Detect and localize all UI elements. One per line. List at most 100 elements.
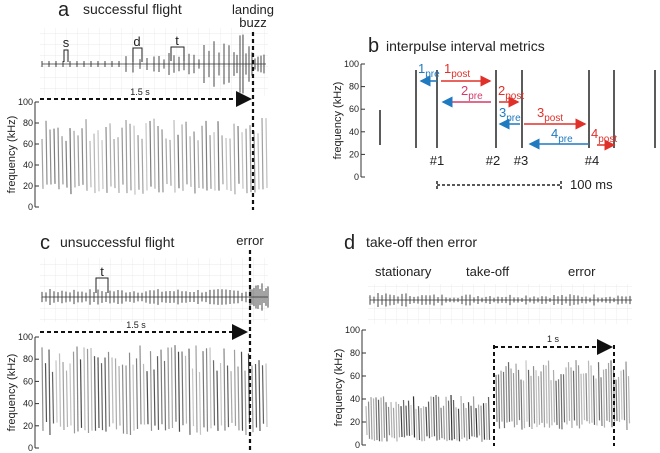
call — [65, 370, 69, 427]
call — [44, 363, 48, 423]
call — [627, 376, 631, 424]
call — [202, 351, 205, 428]
interval-label: 2post — [498, 83, 524, 102]
interval-number: 1 — [418, 61, 425, 76]
tick-label: 40 — [350, 394, 360, 404]
call — [97, 357, 100, 429]
call — [185, 121, 188, 185]
call — [432, 396, 436, 437]
call — [465, 407, 468, 441]
call — [395, 401, 398, 442]
call — [577, 365, 581, 429]
call — [233, 123, 236, 195]
call — [100, 363, 104, 431]
tick-label: 40 — [349, 127, 359, 137]
call — [146, 371, 149, 425]
call — [219, 362, 223, 426]
call — [230, 371, 233, 423]
call — [86, 348, 90, 434]
call — [575, 360, 578, 426]
call — [237, 126, 240, 184]
call — [132, 364, 135, 431]
call — [447, 400, 451, 441]
interval-subscript: pre — [558, 134, 573, 145]
call — [241, 132, 244, 189]
event-label: buzz — [239, 15, 266, 30]
call — [412, 396, 416, 438]
tick-label: 0 — [355, 440, 360, 450]
call — [167, 347, 170, 429]
call — [245, 128, 248, 194]
call — [540, 371, 543, 423]
call — [520, 379, 523, 430]
call — [157, 125, 160, 193]
call — [475, 408, 478, 438]
call — [221, 135, 224, 185]
call — [512, 373, 516, 428]
call — [240, 351, 244, 431]
tick-label: 20 — [23, 181, 33, 191]
pulse-label: #4 — [585, 153, 599, 168]
call — [487, 396, 491, 440]
call — [590, 365, 593, 423]
waveform — [41, 34, 266, 94]
tick-label: 40 — [23, 399, 33, 409]
interval-label: 2pre — [461, 83, 483, 102]
call — [442, 405, 446, 440]
interval-subscript: post — [505, 91, 524, 102]
call — [545, 365, 548, 424]
call — [121, 127, 124, 185]
tick-label: 80 — [350, 348, 360, 358]
panel-letter: a — [58, 0, 70, 21]
spectrogram — [365, 360, 631, 442]
mark-label: s — [63, 35, 70, 50]
pulse-label: #1 — [430, 153, 444, 168]
tick-label: 80 — [349, 82, 359, 92]
call — [532, 366, 536, 424]
call — [462, 403, 466, 438]
call — [76, 346, 79, 432]
call — [191, 368, 195, 427]
call — [435, 395, 438, 441]
panel-title: unsuccessful flight — [60, 234, 175, 250]
event-label: error — [236, 233, 264, 248]
interval-label: 4post — [591, 126, 617, 145]
call — [229, 138, 232, 192]
call — [625, 361, 628, 430]
call — [209, 135, 212, 189]
call — [500, 370, 503, 422]
call — [41, 347, 44, 431]
call — [139, 345, 142, 425]
call — [163, 360, 167, 431]
spectrogram — [41, 117, 268, 195]
call — [505, 366, 508, 423]
call — [547, 360, 551, 428]
call — [161, 129, 164, 193]
call — [480, 405, 483, 442]
call — [372, 398, 376, 441]
tick-label: 60 — [23, 139, 33, 149]
call — [142, 363, 146, 425]
call — [427, 401, 431, 439]
call — [254, 363, 258, 428]
call — [225, 137, 228, 190]
call — [237, 366, 240, 431]
tick-label: 60 — [350, 371, 360, 381]
interval-label: 1post — [444, 61, 470, 80]
call — [153, 369, 156, 426]
call — [595, 378, 598, 426]
call — [177, 351, 181, 432]
call — [365, 406, 368, 436]
call — [420, 407, 423, 442]
call — [53, 128, 56, 184]
call — [104, 357, 107, 432]
tick-label: 80 — [23, 354, 33, 364]
call — [129, 123, 132, 191]
call — [244, 370, 247, 435]
call — [77, 135, 80, 186]
call — [452, 400, 456, 440]
tick-label: 20 — [349, 149, 359, 159]
